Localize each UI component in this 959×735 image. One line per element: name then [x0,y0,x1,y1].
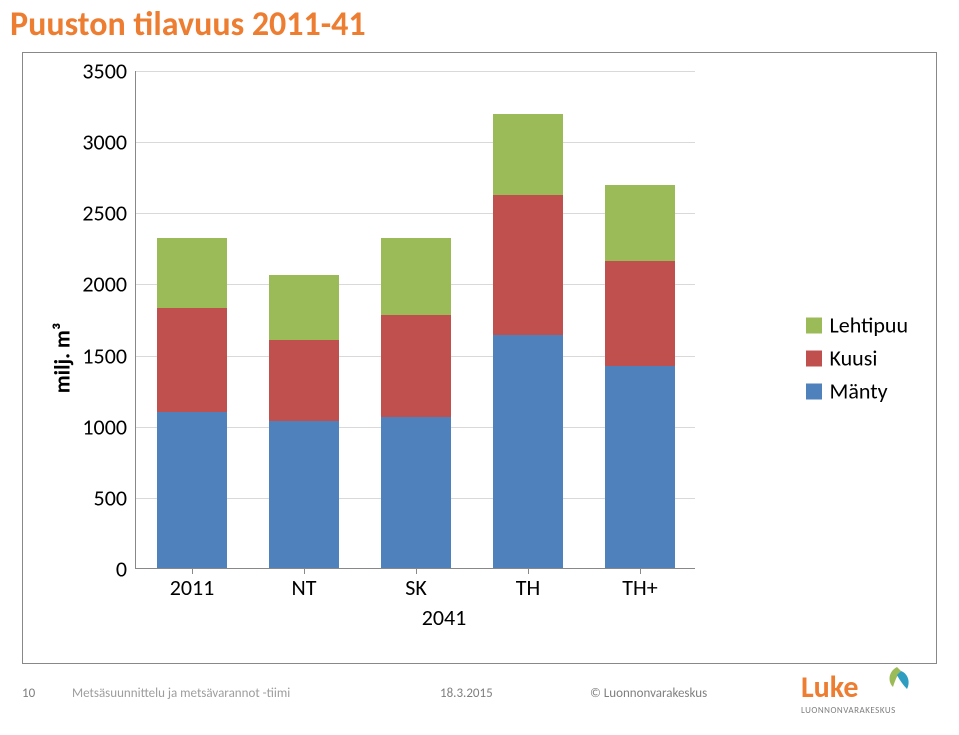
bar-segment-kuusi [493,195,562,334]
y-tick-label: 3500 [82,58,127,85]
bar-segment-mänty [381,417,450,568]
y-tick-label: 3000 [82,129,127,156]
x-tick-label: TH [516,574,540,601]
bar-segment-kuusi [269,340,338,421]
y-tick-label: 2000 [82,271,127,298]
legend-swatch [806,350,822,366]
team-label: Metsäsuunnittelu ja metsävarannot -tiimi [72,686,290,701]
bar-segment-kuusi [605,261,674,366]
slide-title: Puuston tilavuus 2011-41 [10,4,366,45]
y-tick-label: 2500 [82,200,127,227]
legend-item: Kuusi [806,345,908,372]
x-tick-label: SK [405,574,427,601]
bar-segment-mänty [269,421,338,568]
footer: 10 Metsäsuunnittelu ja metsävarannot -ti… [0,667,959,727]
bar-segment-lehtipuu [493,114,562,195]
bar [269,70,338,568]
x-tick-label: NT [292,574,317,601]
legend-label: Kuusi [830,345,878,372]
logo-word: Luke [801,669,858,706]
leaf-icon [890,667,909,689]
bar-segment-lehtipuu [269,275,338,340]
slide: Puuston tilavuus 2011-41 milj. m³ 050010… [0,0,959,735]
bar-segment-lehtipuu [605,185,674,260]
legend: Lehtipuu Kuusi Mänty [806,306,908,411]
y-tick-label: 1000 [82,413,127,440]
legend-item: Mänty [806,378,908,405]
bar [493,70,562,568]
bar-segment-mänty [157,412,226,569]
date-label: 18.3.2015 [440,686,493,701]
bar-segment-lehtipuu [157,238,226,308]
legend-label: Lehtipuu [830,312,908,339]
legend-label: Mänty [830,378,888,405]
plot-area: 2011NTSKTHTH+2041 [135,71,695,569]
y-ticks: 0 500 1000 1500 2000 2500 3000 3500 [67,53,127,663]
y-tick-label: 1500 [82,342,127,369]
logo-subtitle: LUONNONVARAKESKUS [801,705,896,716]
y-tick-label: 500 [94,484,127,511]
x-sub-label: 2041 [422,604,467,631]
luke-logo: Luke LUONNONVARAKESKUS [801,663,941,719]
legend-swatch [806,317,822,333]
bar-segment-kuusi [381,315,450,417]
bar-segment-mänty [605,366,674,568]
legend-swatch [806,383,822,399]
x-tick-label: 2011 [170,574,215,601]
bar [157,70,226,568]
y-tick-label: 0 [116,556,127,583]
bar [605,70,674,568]
copyright-label: © Luonnonvarakeskus [590,686,707,701]
x-tick-label: TH+ [622,574,657,601]
bar-segment-mänty [493,335,562,568]
page-number: 10 [22,686,35,701]
bar [381,70,450,568]
legend-item: Lehtipuu [806,312,908,339]
bar-segment-kuusi [157,308,226,412]
bar-segment-lehtipuu [381,238,450,315]
chart-container: milj. m³ 0500100015002000250030003500 20… [22,52,937,664]
